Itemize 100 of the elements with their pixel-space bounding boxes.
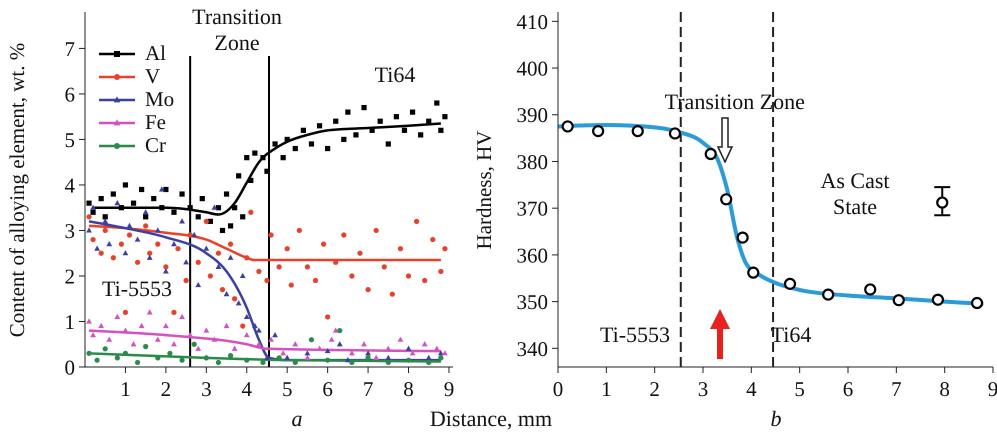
point: [442, 350, 448, 356]
point: [155, 242, 160, 247]
point: [822, 288, 834, 301]
point: [304, 354, 310, 360]
point: [438, 268, 444, 274]
point: [188, 232, 193, 238]
point: [147, 250, 152, 256]
point: [248, 178, 254, 183]
point: [134, 236, 140, 242]
point: [224, 291, 230, 296]
x-tick-label: 1: [120, 376, 131, 401]
x-tick-label: 5: [794, 376, 805, 401]
y-tick-label: 3: [64, 218, 75, 243]
point: [86, 350, 92, 356]
point: [232, 346, 238, 351]
point: [244, 314, 250, 320]
point: [146, 309, 153, 314]
point: [365, 350, 371, 356]
point: [102, 346, 108, 352]
point: [361, 341, 367, 346]
x-tick-label: 0: [552, 376, 564, 401]
legend-label: Al: [145, 41, 166, 65]
point: [192, 342, 197, 347]
point: [252, 322, 258, 328]
point: [386, 360, 391, 366]
point: [134, 360, 140, 366]
point: [304, 264, 310, 270]
point: [106, 240, 112, 246]
point: [171, 310, 177, 315]
point: [385, 354, 392, 360]
point: [90, 332, 96, 338]
point: [228, 254, 234, 260]
point: [204, 355, 209, 360]
point: [747, 266, 760, 279]
point: [236, 300, 242, 306]
point: [296, 228, 302, 234]
y-tick-label: 380: [516, 150, 548, 174]
point: [90, 210, 96, 215]
y-tick-label: 7: [64, 36, 75, 61]
point: [126, 232, 132, 238]
point: [216, 205, 222, 210]
point: [325, 314, 330, 320]
point: [260, 155, 266, 160]
point: [94, 246, 100, 251]
y-tick-label: 370: [516, 196, 548, 221]
x-tick-label: 7: [891, 376, 902, 401]
point: [232, 296, 238, 302]
point: [256, 327, 262, 333]
point: [256, 341, 262, 346]
point: [426, 118, 432, 124]
point: [224, 322, 230, 328]
point: [382, 264, 387, 270]
point: [406, 273, 412, 279]
point: [426, 360, 432, 366]
point: [341, 136, 346, 142]
point: [163, 264, 168, 270]
point: [280, 155, 286, 160]
point: [86, 214, 92, 220]
point: [114, 355, 120, 360]
point: [378, 118, 383, 124]
y-axis-title: Hardness, HV: [471, 129, 497, 251]
point: [736, 232, 749, 244]
point: [252, 150, 258, 156]
point: [220, 287, 226, 292]
point: [122, 182, 128, 188]
point: [171, 240, 177, 246]
point: [349, 273, 354, 279]
point: [345, 110, 350, 115]
point: [138, 322, 144, 328]
x-tick-label: 2: [649, 376, 660, 401]
y-tick-label: 410: [516, 10, 548, 34]
point: [216, 250, 222, 256]
point: [203, 327, 210, 333]
x-tick-label: 8: [939, 376, 950, 401]
point: [154, 336, 161, 342]
point: [300, 128, 306, 133]
point: [106, 336, 112, 342]
point: [932, 294, 944, 306]
point: [414, 218, 420, 224]
point: [102, 218, 108, 224]
legend-label: Cr: [145, 133, 166, 157]
point: [333, 118, 338, 124]
point: [196, 260, 201, 265]
point: [163, 268, 169, 274]
annotation: Ti-5553: [598, 322, 672, 348]
point: [704, 148, 717, 160]
x-tick-label: 6: [842, 376, 854, 401]
point: [284, 246, 290, 252]
y-tick-label: 340: [516, 336, 548, 361]
point: [970, 296, 984, 310]
point: [200, 196, 205, 202]
point: [143, 223, 148, 229]
x-tick-label: 5: [282, 376, 292, 401]
point: [110, 191, 116, 197]
y-tick-label: 1: [64, 310, 75, 334]
line-series: [88, 224, 442, 262]
point: [171, 210, 177, 215]
point: [191, 232, 198, 238]
point: [365, 287, 371, 292]
point: [304, 350, 310, 356]
